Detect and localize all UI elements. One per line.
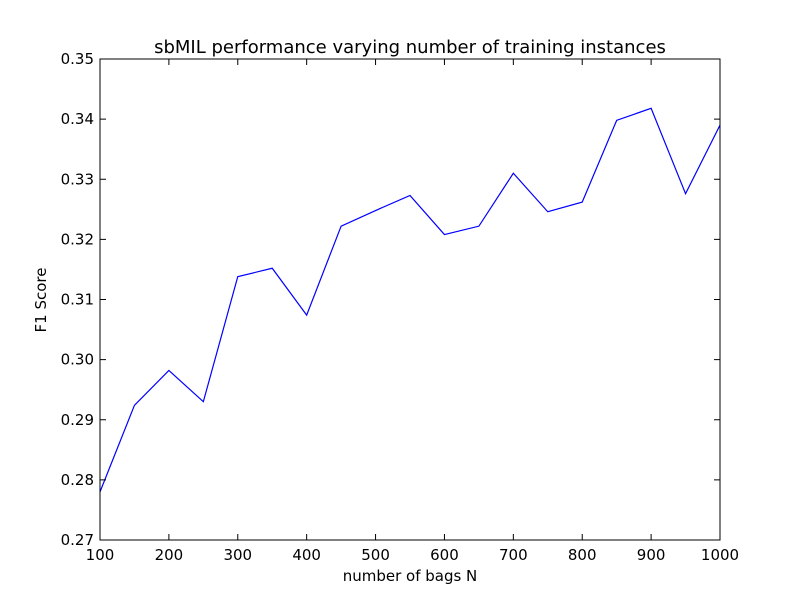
- x-axis-label: number of bags N: [343, 567, 478, 585]
- x-tick-label: 600: [430, 546, 459, 564]
- x-tick-label: 1000: [701, 546, 739, 564]
- x-tick-label: 400: [292, 546, 321, 564]
- x-tick-label: 700: [499, 546, 528, 564]
- y-tick-label: 0.35: [61, 50, 94, 68]
- y-tick-label: 0.27: [61, 531, 94, 549]
- x-tick-label: 500: [361, 546, 390, 564]
- y-tick-label: 0.30: [61, 351, 94, 369]
- y-tick-label: 0.28: [61, 471, 94, 489]
- series-line: [99, 107, 721, 493]
- y-tick-label: 0.33: [61, 170, 94, 188]
- y-tick-label: 0.32: [61, 230, 94, 248]
- y-tick-label: 0.31: [61, 291, 94, 309]
- y-axis-label: F1 Score: [32, 268, 50, 333]
- x-tick-label: 800: [568, 546, 597, 564]
- x-tick-label: 100: [86, 546, 115, 564]
- chart-title: sbMIL performance varying number of trai…: [154, 37, 666, 58]
- y-tick-label: 0.29: [61, 411, 94, 429]
- plot-area: 100 200 300 400 500 600 700 800 900 1000 0.27 0.28 0…: [61, 50, 740, 564]
- x-tick-label: 900: [637, 546, 666, 564]
- y-tick-label: 0.34: [61, 110, 94, 128]
- x-tick-label: 200: [155, 546, 184, 564]
- axes-frame: [99, 58, 721, 541]
- x-tick-label: 300: [223, 546, 252, 564]
